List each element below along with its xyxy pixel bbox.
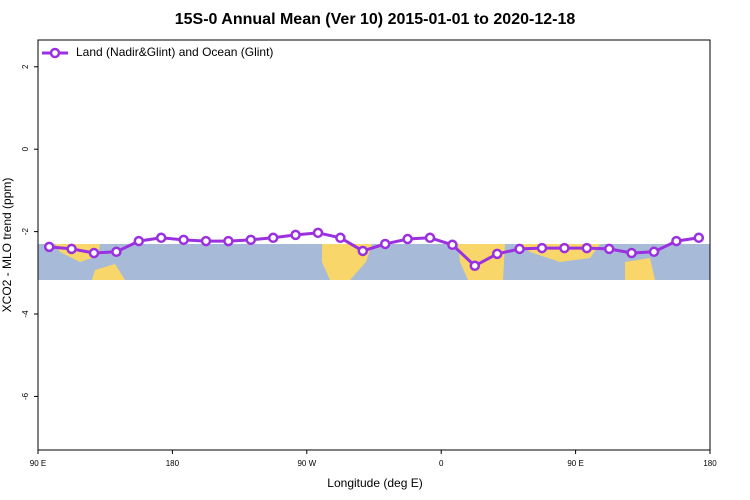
data-point xyxy=(536,242,548,254)
x-tick-label: 180 xyxy=(703,459,717,468)
y-axis-label: XCO2 - MLO trend (ppm) xyxy=(0,178,14,313)
data-point xyxy=(514,243,525,255)
data-point xyxy=(626,247,637,259)
data-point xyxy=(603,243,615,255)
data-point xyxy=(581,242,593,254)
x-tick-label: 90 E xyxy=(30,459,46,468)
plot-frame xyxy=(37,39,711,451)
y-tick-label: -6 xyxy=(21,392,30,400)
data-point xyxy=(245,234,257,246)
x-tick-label: 180 xyxy=(166,459,180,468)
legend-marker xyxy=(49,47,61,59)
data-point xyxy=(223,235,234,247)
data-point xyxy=(693,232,705,244)
data-point xyxy=(379,238,391,250)
data-point xyxy=(43,241,55,253)
data-point xyxy=(402,233,413,245)
data-point xyxy=(491,248,503,260)
data-point xyxy=(335,232,346,244)
y-tick-label: -4 xyxy=(21,310,30,318)
data-point xyxy=(200,235,212,247)
chart-title: 15S-0 Annual Mean (Ver 10) 2015-01-01 to… xyxy=(175,11,576,28)
x-tick-label: 90 E xyxy=(567,459,583,468)
data-point xyxy=(357,245,369,257)
data-point xyxy=(469,260,481,272)
y-tick-label: -2 xyxy=(21,228,30,236)
data-point xyxy=(312,227,324,239)
data-point xyxy=(66,243,77,255)
data-point xyxy=(424,232,436,244)
data-point xyxy=(178,234,189,246)
x-tick-label: 90 W xyxy=(297,459,316,468)
legend-label: Land (Nadir&Glint) and Ocean (Glint) xyxy=(76,45,273,59)
data-point xyxy=(133,235,145,247)
data-point xyxy=(290,229,301,241)
data-point xyxy=(671,235,682,247)
data-point xyxy=(111,246,122,258)
y-tick-label: 0 xyxy=(21,146,30,151)
data-point xyxy=(559,242,570,254)
data-point xyxy=(447,239,458,251)
data-point xyxy=(648,246,660,258)
x-axis-label: Longitude (deg E) xyxy=(327,476,422,490)
x-tick-label: 0 xyxy=(439,459,444,468)
data-point xyxy=(267,232,279,244)
data-point xyxy=(88,247,100,259)
data-point xyxy=(155,232,167,244)
y-tick-label: 2 xyxy=(21,64,30,69)
